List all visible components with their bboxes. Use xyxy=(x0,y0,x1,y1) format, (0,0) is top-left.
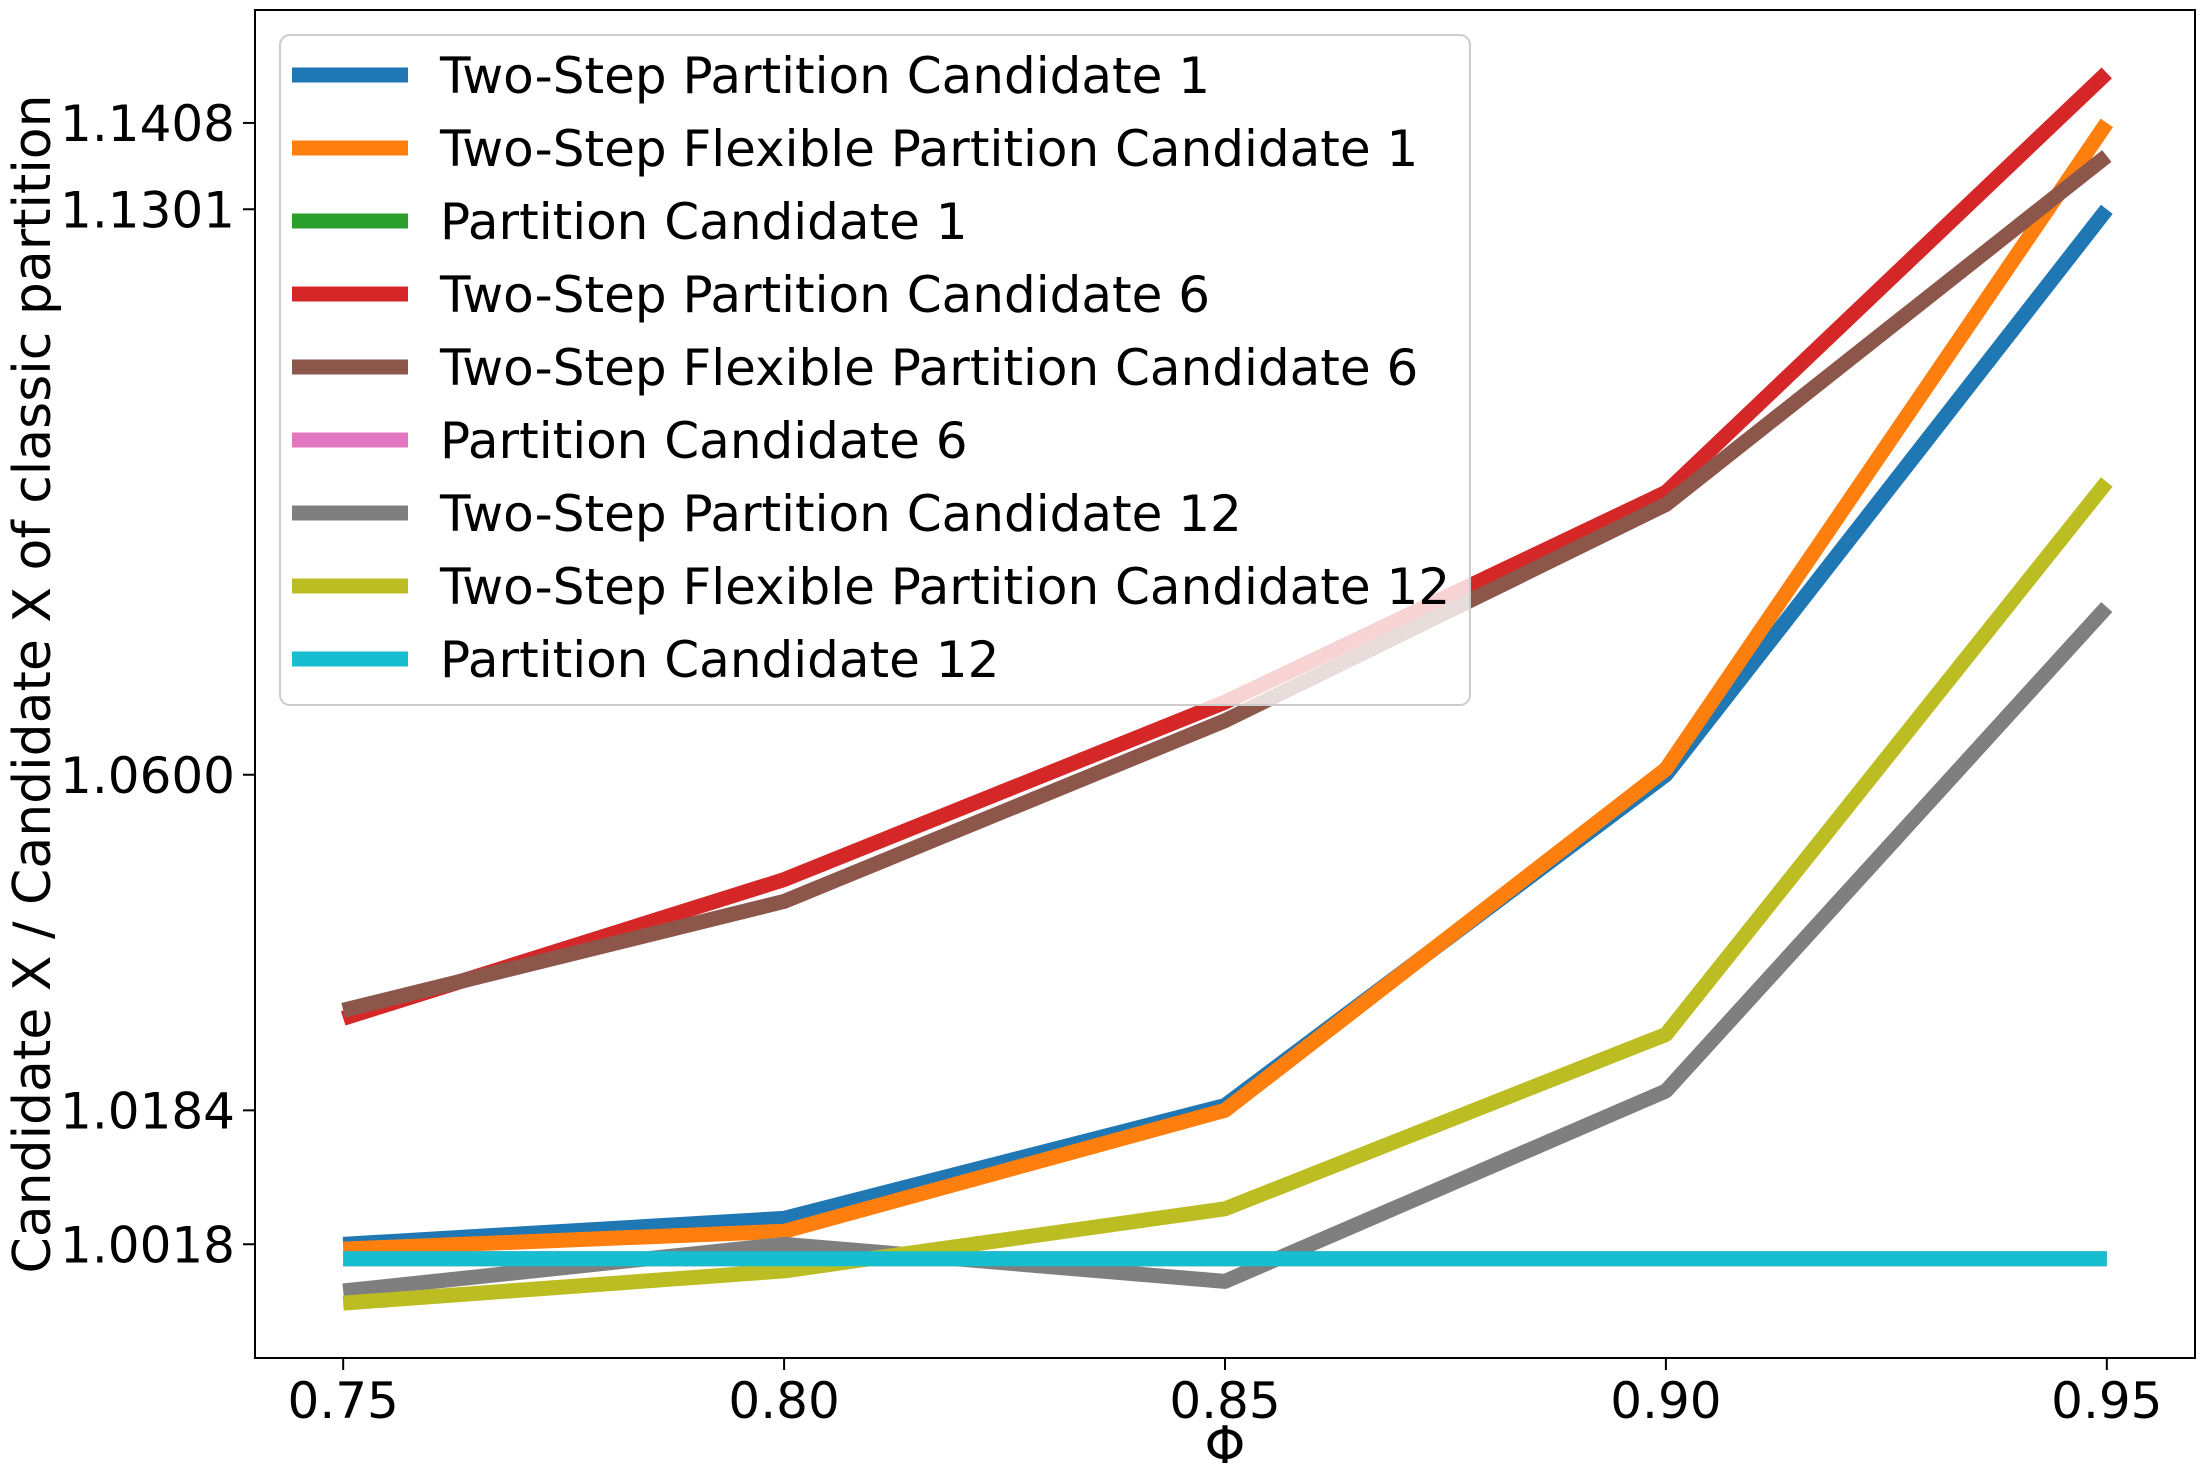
x-axis-label: Φ xyxy=(1205,1416,1246,1476)
legend-label: Two-Step Flexible Partition Candidate 6 xyxy=(439,339,1418,397)
legend-label: Two-Step Partition Candidate 12 xyxy=(439,485,1242,543)
legend-label: Partition Candidate 1 xyxy=(440,193,968,251)
y-tick-label: 1.0018 xyxy=(60,1216,235,1274)
x-tick-label: 0.80 xyxy=(728,1372,839,1430)
y-tick-label: 1.1301 xyxy=(60,181,235,239)
y-tick-label: 1.0600 xyxy=(60,747,235,805)
y-tick-label: 1.1408 xyxy=(60,95,235,153)
x-tick-label: 0.75 xyxy=(288,1372,399,1430)
legend: Two-Step Partition Candidate 1 Two-Step F… xyxy=(279,34,1471,706)
legend-label: Partition Candidate 12 xyxy=(440,631,999,689)
x-tick-label: 0.95 xyxy=(2051,1372,2162,1430)
series-layer xyxy=(340,67,2113,1311)
x-tick-label: 0.85 xyxy=(1169,1372,1280,1430)
x-tick-label: 0.90 xyxy=(1610,1372,1721,1430)
series-line-5 xyxy=(341,150,2112,1018)
legend-label: Two-Step Flexible Partition Candidate 1 xyxy=(439,120,1418,178)
series-line-2 xyxy=(342,118,2113,1257)
y-axis: 1.0018 1.0184 1.0600 1.1301 1.1408 xyxy=(60,95,255,1274)
legend-label: Two-Step Partition Candidate 1 xyxy=(439,47,1210,105)
legend-label: Two-Step Flexible Partition Candidate 12 xyxy=(439,558,1450,616)
y-axis-label: Candidate X / Candidate X of classic par… xyxy=(3,94,63,1273)
y-tick-label: 1.0184 xyxy=(60,1082,235,1140)
x-axis: 0.75 0.80 0.85 0.90 0.95 xyxy=(288,1358,2162,1430)
legend-label: Partition Candidate 6 xyxy=(440,412,968,470)
series-line-8 xyxy=(342,477,2113,1311)
legend-label: Two-Step Partition Candidate 6 xyxy=(439,266,1210,324)
legend-frame xyxy=(279,34,1471,706)
